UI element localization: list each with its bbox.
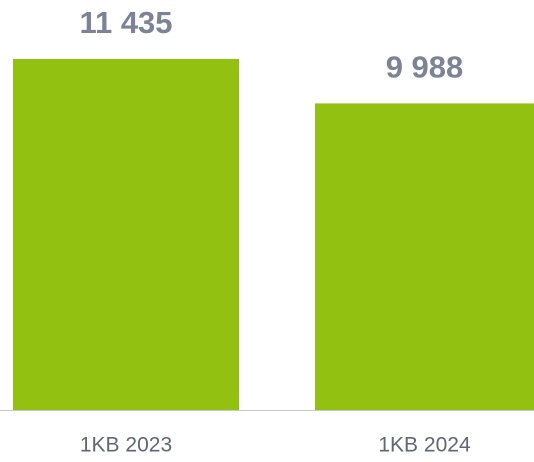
bar (13, 59, 239, 410)
bar (315, 103, 534, 410)
value-label: 9 988 (386, 50, 464, 85)
x-tick-label: 1KB 2024 (378, 434, 471, 457)
value-label: 11 435 (79, 5, 172, 40)
x-tick-label: 1KB 2023 (80, 434, 172, 457)
